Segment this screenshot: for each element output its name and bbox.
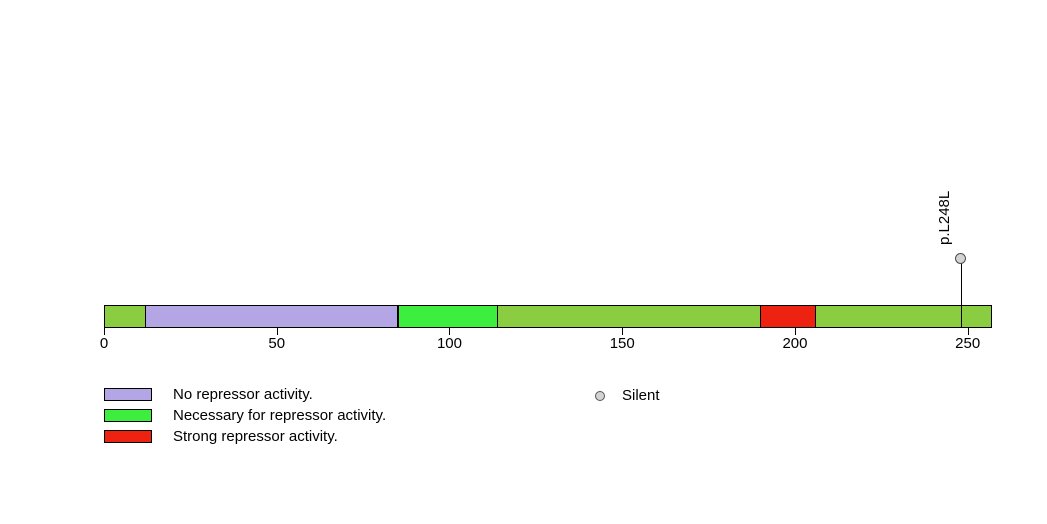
axis-tick-label: 150 xyxy=(609,335,635,352)
axis-tick-label: 0 xyxy=(99,335,109,352)
protein-region[interactable] xyxy=(145,305,398,328)
mutation-needle-line xyxy=(961,263,962,328)
protein-region[interactable] xyxy=(760,305,816,328)
legend-label: Strong repressor activity. xyxy=(173,428,338,445)
mutation-label: p.L248L xyxy=(935,190,953,245)
legend-swatch xyxy=(104,409,152,422)
axis-tick xyxy=(622,328,623,335)
axis-tick xyxy=(795,328,796,335)
legend-mutation-label: Silent xyxy=(622,387,660,404)
axis-tick-label: 100 xyxy=(436,335,462,352)
legend-mutation-circle xyxy=(595,390,605,401)
legend-label: Necessary for repressor activity. xyxy=(173,407,387,424)
mutation-marker[interactable] xyxy=(955,252,967,264)
legend-swatch xyxy=(104,430,152,443)
axis-tick xyxy=(449,328,450,335)
axis-tick-label: 250 xyxy=(955,335,981,352)
protein-region[interactable] xyxy=(397,305,498,328)
axis-tick-label: 200 xyxy=(782,335,808,352)
legend-swatch xyxy=(104,388,152,401)
axis-tick xyxy=(277,328,278,335)
axis-tick xyxy=(104,328,105,335)
axis-tick-label: 50 xyxy=(268,335,286,352)
axis-tick xyxy=(968,328,969,335)
legend-label: No repressor activity. xyxy=(173,386,313,403)
